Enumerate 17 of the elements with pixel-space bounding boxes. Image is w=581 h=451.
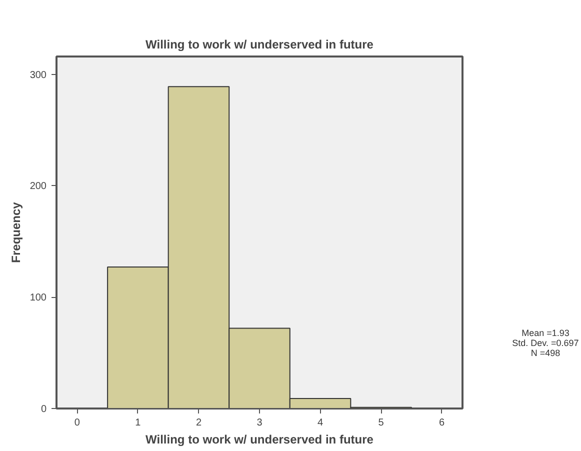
x-tick-label: 0 (74, 418, 80, 428)
text: N =498 (530, 348, 562, 358)
y-axis-title: Frequency (8, 202, 23, 263)
x-tick-label: 3 (256, 418, 263, 428)
chart-title: Willing to work w/ underserved in future (146, 38, 374, 52)
x-tick-label: 6 (439, 418, 446, 428)
x-tick-label: 4 (318, 418, 324, 428)
x-tick-label: 1 (135, 418, 142, 428)
x-tick-label: 2 (196, 418, 202, 428)
y-tick-label: 0 (40, 404, 47, 415)
x-axis-title: Willing to work w/ underserved in future (146, 432, 374, 446)
y-tick-label: 300 (30, 70, 47, 81)
y-tick-label: 200 (30, 181, 47, 192)
text: Mean =1.93 (520, 328, 570, 338)
text: Std. Dev. =0.697 (512, 338, 579, 348)
x-tick-label: 5 (378, 418, 384, 428)
y-tick-label: 100 (30, 292, 47, 304)
